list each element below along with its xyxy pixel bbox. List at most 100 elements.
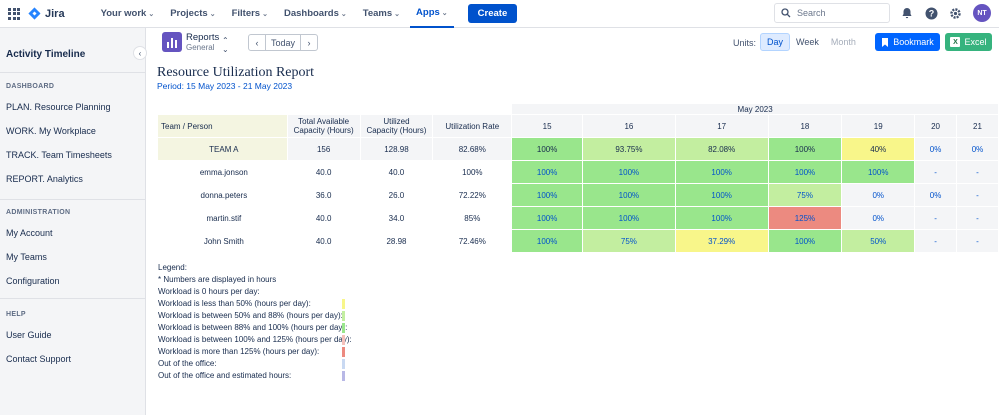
day-header: 21	[957, 115, 998, 137]
chevron-down-icon: ⌄	[148, 10, 155, 18]
excel-label: Excel	[964, 37, 987, 47]
day-cell: 0%	[842, 207, 915, 229]
reports-subtitle: General	[186, 43, 215, 52]
legend-item: Out of the office and estimated hours:	[158, 371, 292, 380]
section-heading-help: HELP	[6, 311, 26, 318]
day-cell: 93.75%	[583, 138, 675, 160]
nav-label: Filters	[231, 8, 261, 19]
sidebar-item-my-teams[interactable]: My Teams	[6, 252, 47, 262]
capacity-cell: 40.0	[315, 213, 332, 223]
person-name[interactable]: emma.jonson	[199, 167, 248, 177]
person-name[interactable]: martin.stif	[206, 213, 242, 223]
collapse-sidebar-chevron-icon[interactable]: ‹	[133, 46, 147, 60]
today-button[interactable]: Today	[265, 35, 302, 50]
capacity-cell: 36.0	[315, 190, 332, 200]
units-month-button[interactable]: Month	[830, 37, 856, 47]
day-cell: 37.29%	[675, 230, 768, 252]
legend-item: Workload is between 100% and 125% (hours…	[158, 335, 352, 344]
nav-label: Apps	[416, 7, 440, 18]
jira-logo-icon	[28, 7, 41, 20]
person-name[interactable]: John Smith	[203, 236, 244, 246]
day-cell: 75%	[768, 184, 842, 206]
day-cell: 100%	[675, 161, 768, 183]
header-line: Capacity (Hours)	[366, 126, 427, 135]
svg-text:?: ?	[928, 8, 934, 18]
units-week-button[interactable]: Week	[796, 37, 819, 47]
chevron-down-icon: ⌄	[262, 10, 268, 18]
legend-swatch	[342, 359, 345, 369]
sidebar: Activity Timeline ‹ DASHBOARD PLAN. Reso…	[0, 28, 147, 415]
legend-swatch	[342, 347, 345, 357]
sidebar-item-my-workplace[interactable]: WORK. My Workplace	[6, 126, 96, 136]
legend-swatch	[342, 371, 345, 381]
user-avatar[interactable]: NT	[973, 4, 991, 22]
legend-swatch	[342, 335, 345, 345]
team-row: TEAM A 156 128.98 82.68% 100% 93.75% 82.08% 100…	[158, 138, 998, 160]
utilized-cell: 28.98	[386, 236, 407, 246]
sidebar-title: Activity Timeline	[6, 49, 86, 60]
legend-item: Workload is between 50% and 88% (hours p…	[158, 311, 343, 320]
units-day-button[interactable]: Day	[760, 33, 791, 51]
legend-swatch	[342, 299, 345, 309]
nav-projects[interactable]: Projects ⌄	[164, 0, 221, 28]
nav-filters[interactable]: Filters ⌄	[226, 0, 274, 28]
previous-period-chevron-icon[interactable]: ‹	[255, 37, 259, 48]
legend-swatch	[342, 311, 345, 321]
month-spacer	[158, 104, 512, 114]
chevron-down-icon: ⌄	[340, 10, 347, 18]
reports-name[interactable]: Reports	[186, 32, 220, 43]
nav-label: Dashboards	[283, 8, 339, 19]
person-name[interactable]: donna.peters	[200, 190, 248, 200]
day-cell: -	[915, 161, 957, 183]
sidebar-item-team-timesheets[interactable]: TRACK. Team Timesheets	[6, 150, 112, 160]
rate-cell: 85%	[464, 213, 481, 223]
sidebar-item-configuration[interactable]: Configuration	[6, 276, 60, 286]
jira-logo[interactable]: Jira	[28, 7, 65, 20]
sidebar-item-analytics[interactable]: REPORT. Analytics	[6, 174, 83, 184]
legend-swatch	[342, 323, 345, 333]
col-header-rate: Utilization Rate	[433, 115, 512, 137]
day-header: 16	[583, 115, 675, 137]
utilized-cell: 26.0	[388, 190, 405, 200]
utilized-cell: 128.98	[360, 138, 433, 160]
sidebar-item-contact-support[interactable]: Contact Support	[6, 354, 72, 364]
day-cell: 0%	[915, 138, 957, 160]
sidebar-item-user-guide[interactable]: User Guide	[6, 330, 52, 340]
reports-switch-icon[interactable]: ⌃ ⌄	[222, 36, 229, 54]
day-cell: 100%	[768, 161, 842, 183]
team-name[interactable]: TEAM A	[158, 138, 287, 160]
col-header-capacity: Total Available Capacity (Hours)	[287, 115, 360, 137]
nav-apps[interactable]: Apps ⌄	[410, 0, 454, 28]
day-header: 19	[842, 115, 915, 137]
sidebar-item-my-account[interactable]: My Account	[6, 228, 53, 238]
utilized-cell: 34.0	[388, 213, 405, 223]
bookmark-button[interactable]: Bookmark	[875, 33, 940, 51]
app-switcher-icon[interactable]	[8, 7, 20, 20]
legend-item: Workload is between 88% and 100% (hours …	[158, 323, 348, 332]
day-cell: 100%	[583, 161, 675, 183]
day-cell: 100%	[583, 207, 675, 229]
sidebar-item-resource-planning[interactable]: PLAN. Resource Planning	[6, 102, 111, 112]
table-row: emma.jonson 40.0 40.0 100% 100% 100% 100% 100% 1…	[158, 161, 998, 183]
bookmark-icon	[882, 37, 889, 47]
report-title: Resource Utilization Report	[157, 65, 315, 80]
next-period-chevron-icon[interactable]: ›	[307, 37, 311, 48]
jira-logo-text: Jira	[45, 7, 65, 20]
nav-dashboards[interactable]: Dashboards ⌄	[278, 0, 353, 28]
settings-gear-icon[interactable]	[947, 5, 963, 21]
day-cell: 100%	[512, 184, 583, 206]
excel-export-button[interactable]: X Excel	[945, 33, 992, 51]
notifications-bell-icon[interactable]	[899, 5, 915, 21]
day-cell: 40%	[842, 138, 915, 160]
chevron-down-icon: ⌄	[394, 10, 401, 18]
create-button[interactable]: Create	[467, 4, 518, 23]
rate-cell: 72.46%	[458, 236, 486, 246]
reports-chart-icon[interactable]	[162, 32, 182, 52]
day-header: 17	[675, 115, 768, 137]
nav-label: Your work	[100, 8, 147, 19]
help-icon[interactable]: ?	[923, 5, 939, 21]
nav-teams[interactable]: Teams ⌄	[357, 0, 406, 28]
divider	[0, 298, 145, 299]
nav-your-work[interactable]: Your work ⌄	[95, 0, 161, 28]
search-input[interactable]: Search	[774, 3, 890, 23]
